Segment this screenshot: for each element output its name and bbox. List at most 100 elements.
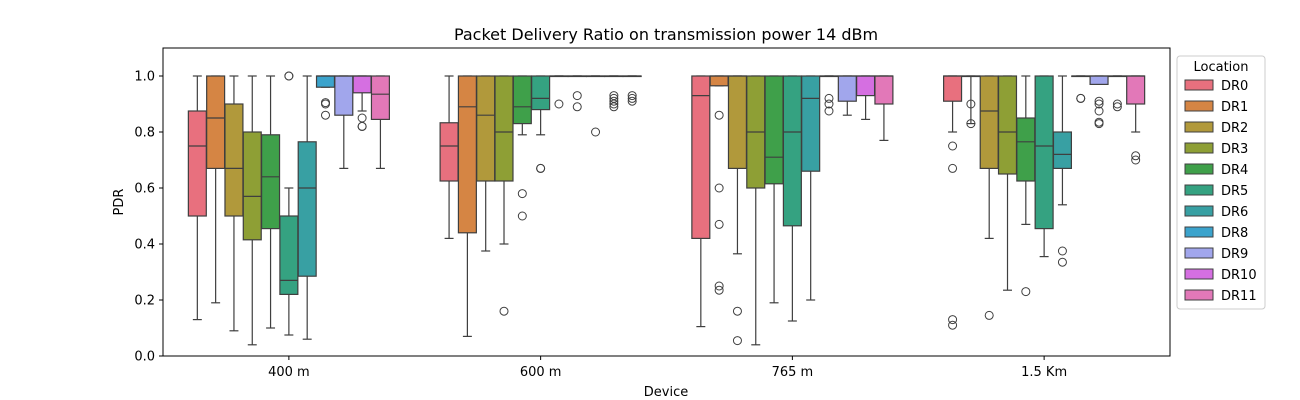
box-dr0-3: [943, 75, 963, 330]
legend-label: DR11: [1221, 289, 1257, 304]
box-dr8-1: [567, 75, 587, 112]
legend-item-dr5: DR5: [1184, 184, 1248, 199]
legend-label: DR9: [1221, 247, 1248, 262]
box-iqr: [856, 75, 876, 97]
legend-label: DR1: [1221, 100, 1248, 115]
legend-item-dr2: DR2: [1184, 121, 1248, 136]
box-iqr: [837, 75, 857, 102]
outlier-point: [609, 102, 619, 112]
box-dr0-0: [187, 75, 207, 321]
outlier-point: [714, 110, 724, 120]
y-tick-label: 0.4: [134, 238, 155, 253]
box-dr8-2: [819, 75, 839, 116]
outlier-point: [714, 219, 724, 229]
box-iqr: [1089, 75, 1109, 85]
legend-swatch: [1184, 79, 1214, 91]
legend-label: DR8: [1221, 226, 1248, 241]
legend-swatch: [1184, 205, 1214, 217]
box-dr9-1: [585, 75, 606, 137]
box-dr5-1: [531, 75, 551, 173]
legend-swatch: [1184, 268, 1214, 280]
outlier-point: [627, 91, 637, 101]
legend-item-dr1: DR1: [1184, 100, 1248, 115]
legend-item-dr8: DR8: [1184, 226, 1248, 241]
legend-label: DR3: [1221, 142, 1248, 157]
legend-label: DR6: [1221, 205, 1248, 220]
box-iqr: [352, 75, 372, 94]
box-dr8-0: [315, 75, 336, 120]
box-iqr: [727, 75, 748, 170]
outlier-point: [948, 320, 958, 330]
legend-item-dr6: DR6: [1184, 205, 1248, 220]
box-iqr: [297, 141, 317, 277]
box-iqr: [874, 75, 894, 105]
box-iqr: [279, 215, 299, 296]
box-dr4-2: [764, 75, 784, 304]
legend-swatch: [1184, 289, 1214, 301]
legend-label: DR4: [1221, 163, 1248, 178]
box-iqr: [512, 75, 532, 125]
outlier-point: [714, 281, 724, 291]
outlier-point: [357, 121, 367, 131]
box-iqr: [206, 75, 226, 170]
box-dr3-3: [997, 75, 1018, 291]
outlier-point: [824, 106, 834, 116]
box-dr1-3: [961, 75, 981, 129]
outlier-point: [714, 285, 724, 295]
box-dr6-2: [801, 75, 821, 301]
outlier-point: [554, 99, 564, 109]
box-iqr: [782, 75, 802, 227]
box-dr11-0: [370, 75, 390, 169]
box-iqr: [801, 75, 821, 172]
plot-area: [187, 71, 1146, 346]
outlier-point: [824, 93, 834, 103]
y-tick-label: 0.6: [134, 182, 155, 197]
box-dr11-2: [874, 75, 894, 141]
legend-swatch: [1184, 226, 1214, 238]
box-dr5-2: [782, 75, 802, 322]
box-dr2-2: [727, 75, 748, 346]
legend-frame: [1176, 55, 1266, 310]
outlier-point: [1094, 106, 1104, 116]
legend-item-dr4: DR4: [1184, 163, 1248, 178]
box-dr0-2: [691, 75, 711, 328]
outlier-point: [732, 336, 742, 346]
legend-label: DR0: [1221, 79, 1248, 94]
legend-item-dr0: DR0: [1184, 79, 1248, 94]
outlier-point: [499, 306, 509, 316]
outlier-point: [1112, 102, 1122, 112]
box-dr1-2: [709, 75, 729, 295]
box-iqr: [334, 75, 354, 116]
legend-swatch: [1184, 100, 1214, 112]
box-dr9-2: [837, 75, 857, 116]
outlier-point: [1131, 151, 1141, 161]
x-tick-label: 600 m: [520, 365, 562, 380]
legend-item-dr11: DR11: [1184, 289, 1257, 304]
box-iqr: [1126, 75, 1146, 105]
outlier-point: [1057, 246, 1067, 256]
box-dr6-0: [297, 75, 317, 340]
legend-label: DR2: [1221, 121, 1248, 136]
y-tick-label: 1.0: [134, 70, 155, 85]
plot-frame: [162, 47, 1171, 357]
outlier-point: [948, 141, 958, 151]
outlier-point: [1094, 99, 1104, 109]
box-dr9-3: [1089, 75, 1109, 129]
y-axis-label: PDR: [112, 189, 127, 216]
box-iqr: [457, 75, 477, 234]
box-iqr: [260, 134, 281, 230]
outlier-point: [591, 127, 601, 137]
x-tick-label: 400 m: [268, 365, 310, 380]
outlier-point: [732, 306, 742, 316]
x-axis: 400 m 600 m 765 m 1.5 Km: [268, 356, 1067, 380]
box-dr8-3: [1071, 75, 1091, 103]
box-dr10-3: [1107, 75, 1127, 112]
box-dr3-0: [242, 75, 262, 346]
legend-swatch: [1184, 121, 1214, 133]
box-dr10-1: [604, 75, 624, 112]
box-iqr: [187, 110, 207, 217]
box-dr4-3: [1016, 75, 1036, 297]
outlier-point: [572, 91, 582, 101]
outlier-point: [1057, 257, 1067, 267]
